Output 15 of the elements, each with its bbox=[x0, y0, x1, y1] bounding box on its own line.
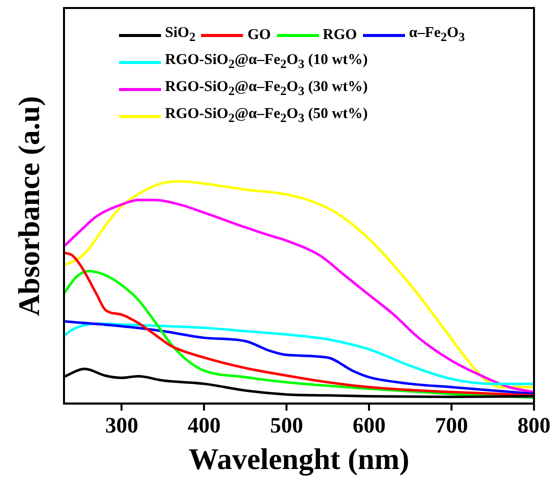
x-tick-label: 600 bbox=[352, 412, 386, 438]
legend-label: GO bbox=[247, 26, 271, 45]
legend-label: RGO bbox=[322, 26, 357, 45]
legend-label: SiO$_{2}$ bbox=[165, 24, 196, 46]
x-axis-title: Wavelenght (nm) bbox=[188, 442, 410, 476]
x-tick-label: 400 bbox=[188, 412, 221, 438]
legend-label: RGO-SiO$_{2}$@α–Fe$_{2}$O$_{3}$ (50 wt%) bbox=[165, 105, 368, 127]
x-tick-label: 700 bbox=[435, 412, 468, 438]
legend-label: RGO-SiO$_{2}$@α–Fe$_{2}$O$_{3}$ (30 wt%) bbox=[165, 78, 368, 100]
x-tick-label: 500 bbox=[270, 412, 304, 438]
x-tick-label: 800 bbox=[518, 412, 550, 438]
legend-label: RGO-SiO$_{2}$@α–Fe$_{2}$O$_{3}$ (10 wt%) bbox=[165, 51, 368, 73]
legend-label: α–Fe$_{2}$O$_{3}$ bbox=[408, 24, 465, 46]
y-axis-title: Absorbance (a.u) bbox=[13, 96, 47, 316]
x-tick-label: 300 bbox=[105, 412, 138, 438]
